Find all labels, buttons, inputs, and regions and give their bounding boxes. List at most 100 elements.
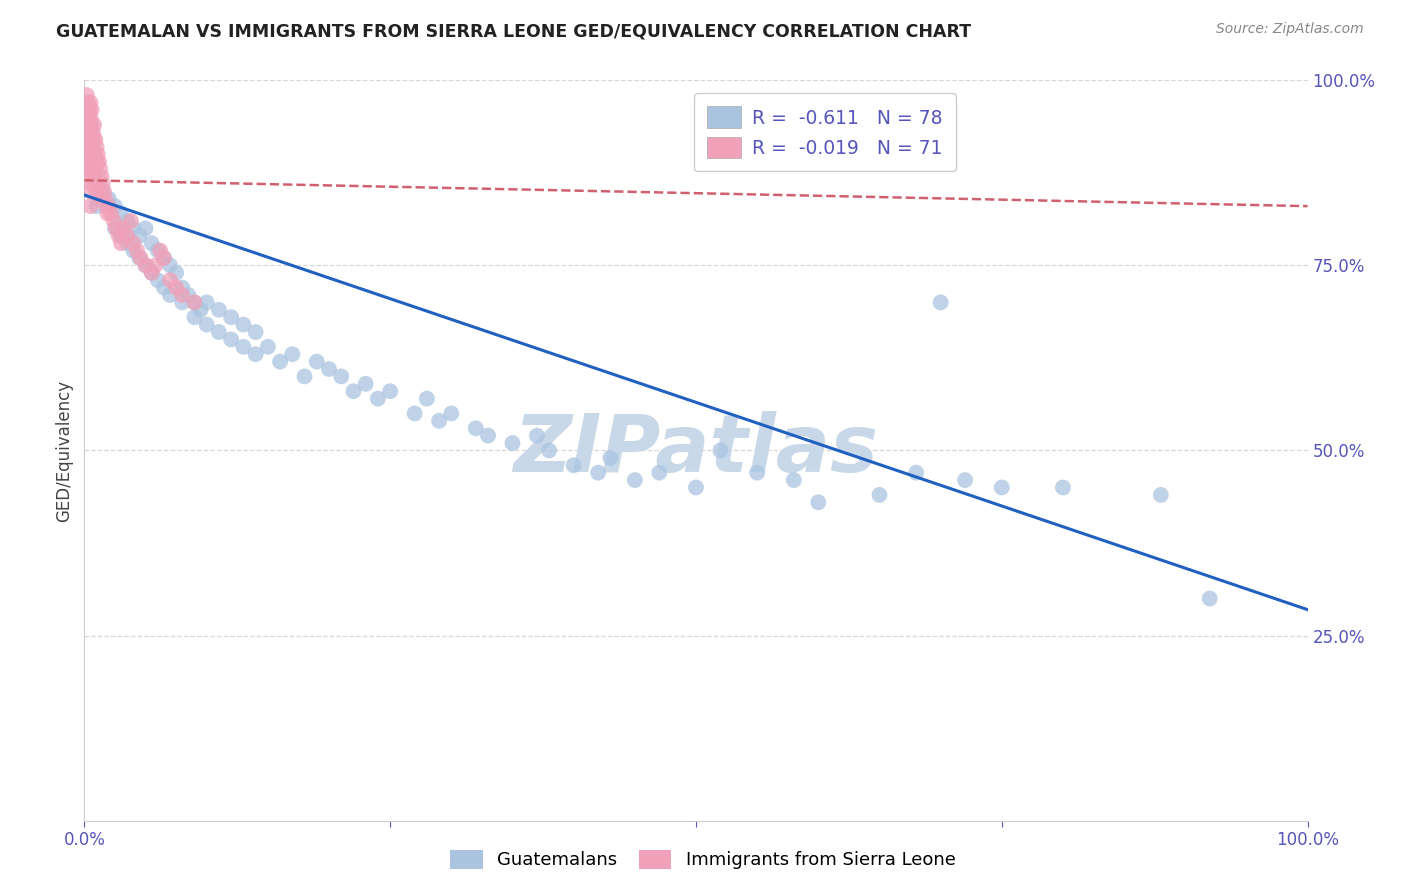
Point [747,466,769,480]
Point [685,480,707,494]
Point [122,221,145,235]
Point [172,288,194,302]
Point [135,221,157,235]
Legend: R =  -0.611   N = 78, R =  -0.019   N = 71: R = -0.611 N = 78, R = -0.019 N = 71 [695,94,956,171]
Point [318,362,340,376]
Point [105,221,128,235]
Text: GUATEMALAN VS IMMIGRANTS FROM SIERRA LEONE GED/EQUIVALENCY CORRELATION CHART: GUATEMALAN VS IMMIGRANTS FROM SIERRA LEO… [56,22,972,40]
Point [87,154,110,169]
Point [83,162,105,177]
Point [153,280,176,294]
Point [149,244,172,258]
Point [77,162,100,177]
Point [122,236,145,251]
Point [159,273,181,287]
Point [232,340,254,354]
Point [76,103,98,117]
Point [562,458,585,473]
Point [141,236,163,251]
Point [427,414,450,428]
Point [232,318,254,332]
Point [89,162,111,177]
Point [183,295,205,310]
Point [1198,591,1220,606]
Point [80,118,103,132]
Point [86,154,108,169]
Point [502,436,524,450]
Point [159,259,181,273]
Point [79,184,101,198]
Point [104,221,127,235]
Point [86,140,108,154]
Point [208,302,231,317]
Point [100,206,122,220]
Point [82,169,104,184]
Point [84,147,107,161]
Point [342,384,364,399]
Point [269,354,291,368]
Point [1052,480,1074,494]
Point [77,118,100,132]
Point [79,199,101,213]
Point [94,192,117,206]
Point [165,280,187,294]
Point [190,302,212,317]
Point [79,125,101,139]
Point [648,466,671,480]
Point [110,236,132,251]
Point [281,347,304,361]
Point [83,132,105,146]
Point [93,184,115,198]
Point [91,184,114,198]
Point [82,154,104,169]
Point [538,443,561,458]
Point [110,206,132,220]
Point [115,214,138,228]
Legend: Guatemalans, Immigrants from Sierra Leone: Guatemalans, Immigrants from Sierra Leon… [441,841,965,879]
Point [107,228,129,243]
Point [77,140,100,154]
Point [89,192,111,206]
Point [477,428,499,442]
Point [115,228,138,243]
Point [77,111,100,125]
Point [112,221,135,235]
Point [79,111,101,125]
Point [128,228,150,243]
Point [404,407,426,421]
Point [90,169,112,184]
Point [330,369,353,384]
Point [79,140,101,154]
Point [172,280,194,294]
Point [440,407,463,421]
Point [709,443,731,458]
Point [96,199,118,213]
Point [128,251,150,265]
Point [177,288,200,302]
Point [84,177,107,191]
Point [245,347,267,361]
Point [87,184,110,198]
Point [104,199,127,213]
Point [80,132,103,146]
Point [159,288,181,302]
Point [79,169,101,184]
Point [219,310,242,325]
Point [807,495,830,509]
Point [219,332,242,346]
Point [146,273,169,287]
Point [86,199,108,213]
Point [86,184,108,198]
Point [79,154,101,169]
Text: Source: ZipAtlas.com: Source: ZipAtlas.com [1216,22,1364,37]
Point [76,88,98,103]
Point [141,266,163,280]
Point [80,103,103,117]
Point [153,251,176,265]
Point [416,392,439,406]
Point [245,325,267,339]
Point [129,251,152,265]
Point [783,473,806,487]
Point [91,177,114,191]
Point [103,214,125,228]
